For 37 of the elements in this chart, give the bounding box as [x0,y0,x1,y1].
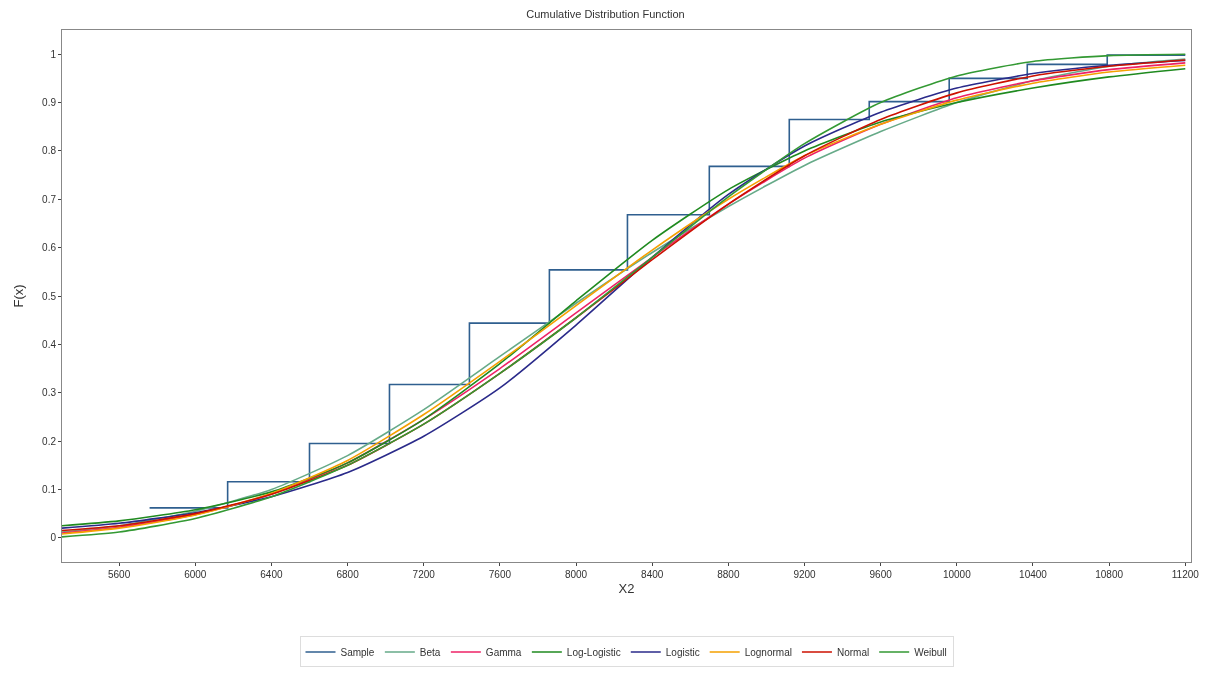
x-tick-label: 10800 [1095,569,1124,580]
y-tick-label: 0.3 [42,387,57,399]
y-tick-label: 0.4 [42,338,57,350]
y-tick-label: 1 [50,48,57,60]
y-tick-label: 0.8 [42,145,57,157]
legend-label: Logistic [665,646,700,658]
x-tick-label: 6800 [336,569,360,580]
x-tick-label: 9600 [869,569,893,580]
x-tick-label: 7200 [412,569,436,580]
x-tick-label: 7600 [488,569,512,580]
x-axis-title: X2 [618,580,635,596]
y-tick-label: 0.5 [42,290,57,302]
y-tick-label: 0.1 [42,483,57,495]
legend-label: Gamma [485,646,522,658]
x-tick-label: 6000 [184,569,207,580]
legend-label: Sample [340,646,375,658]
legend-label: Log-Logistic [566,646,621,658]
y-tick-label: 0.9 [42,97,57,109]
x-tick-label: 8000 [564,569,588,580]
x-tick-label: 9200 [793,569,817,580]
legend-label: Beta [419,646,441,658]
legend-label: Lognormal [744,646,792,658]
y-tick-label: 0.6 [42,242,57,254]
y-axis-title: F(x) [11,284,27,308]
x-tick-label: 8400 [641,569,664,580]
x-tick-label: 8800 [717,569,740,580]
x-tick-label: 10000 [942,569,972,580]
x-tick-label: 11200 [1171,569,1200,580]
x-tick-label: 10400 [1019,569,1048,580]
y-tick-label: 0 [50,532,57,544]
y-tick-label: 0.7 [42,193,57,205]
legend-label: Weibull [914,646,947,658]
chart-title: Cumulative Distribution Function [526,7,685,20]
x-tick-label: 5600 [108,569,131,580]
x-tick-label: 6400 [260,569,283,580]
y-tick-label: 0.2 [42,435,57,447]
legend-label: Normal [836,646,870,658]
